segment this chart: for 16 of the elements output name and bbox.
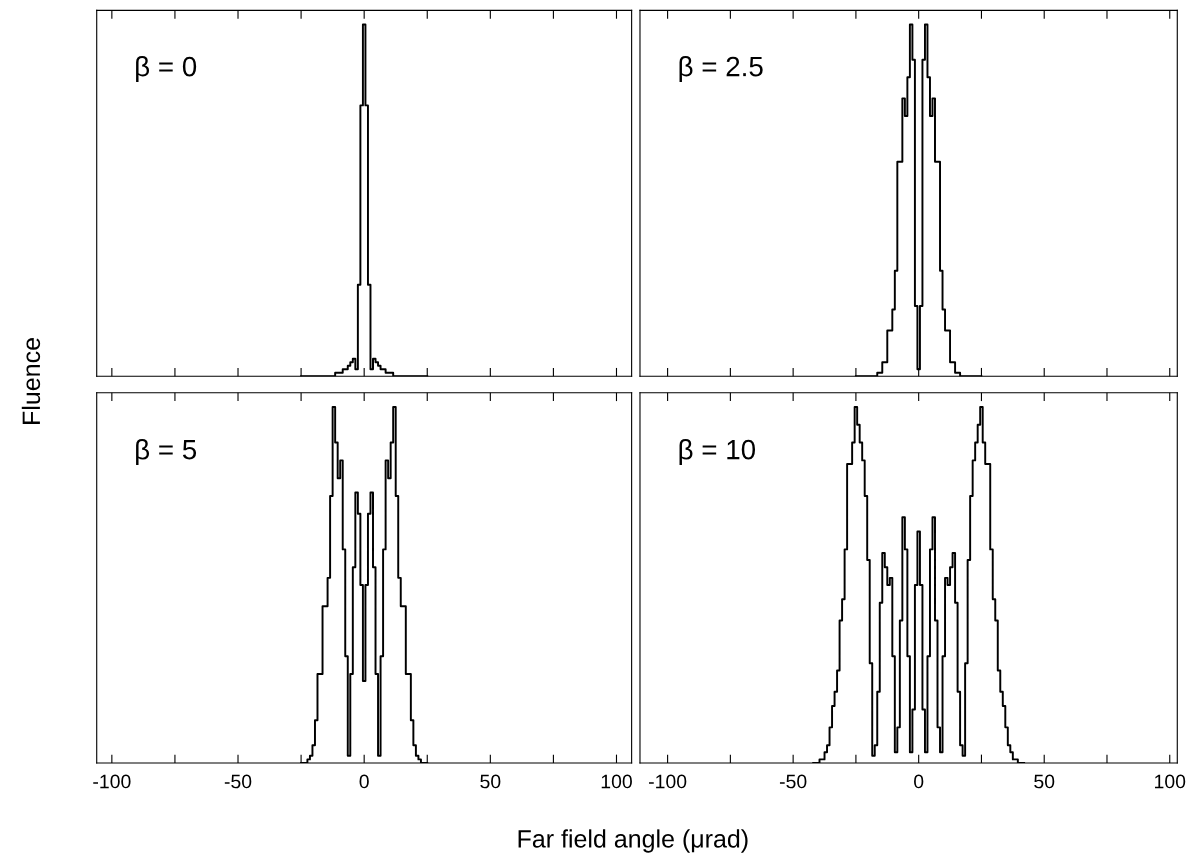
- annotation: β = 5: [136, 439, 197, 465]
- x-tick-label: 0: [914, 774, 924, 789]
- x-tick-label: -100: [649, 774, 687, 789]
- annotation: β = 2.5: [679, 56, 763, 82]
- annotation: β = 0: [136, 56, 197, 82]
- x-tick-label: 50: [480, 774, 501, 789]
- annotation: β = 10: [679, 439, 756, 465]
- x-tick-label: 100: [601, 774, 632, 789]
- x-tick-label: 0: [359, 774, 369, 789]
- x-axis-title: Far field angle (μrad): [518, 829, 748, 853]
- x-tick-label: -100: [93, 774, 131, 789]
- y-axis-title: Fluence: [21, 338, 41, 424]
- x-tick-label: -50: [779, 774, 807, 789]
- x-tick-label: -50: [224, 774, 252, 789]
- x-tick-label: 100: [1155, 774, 1186, 789]
- x-tick-label: 50: [1034, 774, 1055, 789]
